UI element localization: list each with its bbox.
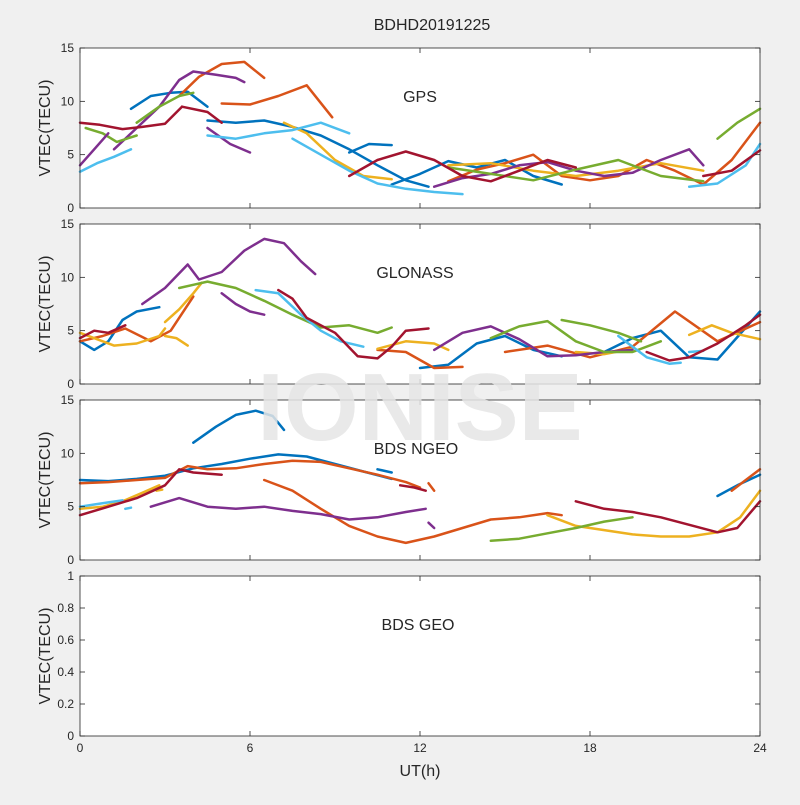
x-tick-label: 12 — [413, 741, 427, 755]
series-line — [177, 60, 266, 98]
series-line — [78, 468, 223, 517]
x-axis-label: UT(h) — [400, 763, 441, 780]
series-line — [427, 521, 436, 530]
series-line — [206, 126, 252, 154]
series-line — [262, 478, 563, 545]
series-line — [427, 481, 436, 492]
series-line — [398, 484, 427, 492]
y-axis-label: VTEC(TECU) — [37, 608, 54, 705]
x-tick-label: 6 — [247, 741, 254, 755]
plot-area — [80, 400, 760, 560]
series-line — [347, 150, 578, 183]
series-line — [163, 281, 204, 324]
series-line — [177, 280, 393, 335]
y-tick-label: 0.8 — [57, 601, 74, 615]
y-tick-label: 5 — [67, 148, 74, 162]
series-line — [702, 149, 762, 178]
y-tick-label: 0 — [67, 553, 74, 567]
series-line — [135, 91, 195, 124]
chart-panel: 0 5 10 15 VTEC(TECU) GPS — [37, 41, 762, 215]
series-line — [78, 499, 124, 508]
series-line — [112, 70, 246, 151]
series-line — [376, 348, 464, 370]
series-line — [192, 409, 286, 444]
figure-title: BDHD20191225 — [374, 17, 491, 34]
series-line — [617, 334, 682, 365]
y-tick-label: 5 — [67, 500, 74, 514]
y-tick-label: 15 — [61, 217, 75, 231]
x-tick-label: 0 — [77, 741, 84, 755]
series-line — [489, 319, 663, 354]
plot-area — [80, 48, 760, 208]
series-line — [84, 126, 138, 144]
watermark: IONISE — [257, 354, 582, 461]
y-tick-label: 15 — [61, 41, 75, 55]
series-line — [180, 105, 223, 124]
series-line — [447, 161, 705, 178]
y-axis-label: VTEC(TECU) — [37, 80, 54, 177]
x-tick-label: 18 — [583, 741, 597, 755]
series-line — [206, 119, 430, 188]
series-line — [645, 313, 762, 362]
series-line — [716, 107, 762, 140]
series-line — [78, 327, 167, 347]
y-tick-label: 15 — [61, 393, 75, 407]
x-tick-label: 24 — [753, 741, 767, 755]
series-line — [155, 488, 164, 492]
series-line — [687, 324, 762, 341]
series-line — [291, 137, 464, 196]
y-tick-label: 5 — [67, 324, 74, 338]
series-line — [149, 496, 427, 521]
chart-panel: 0 5 10 15 VTEC(TECU) GLONASS — [37, 217, 762, 391]
y-tick-label: 10 — [61, 446, 75, 460]
series-line — [546, 489, 762, 538]
series-line — [78, 324, 127, 340]
series-line — [78, 295, 195, 343]
series-line — [78, 105, 184, 131]
series-line — [277, 288, 430, 360]
y-tick-label: 1 — [67, 569, 74, 583]
chart-panel: 0 5 10 15 VTEC(TECU) BDS NGEO — [37, 393, 762, 567]
series-line — [489, 516, 634, 543]
series-line — [560, 318, 643, 343]
y-axis-label: VTEC(TECU) — [37, 256, 54, 353]
y-tick-label: 0.6 — [57, 633, 74, 647]
series-line — [730, 468, 762, 492]
y-tick-label: 0.2 — [57, 697, 74, 711]
series-line — [574, 500, 762, 534]
panel-label: GLONASS — [376, 265, 453, 282]
series-line — [282, 121, 393, 181]
series-line — [376, 468, 393, 474]
plot-area — [80, 576, 760, 736]
y-tick-label: 0 — [67, 729, 74, 743]
y-tick-label: 0 — [67, 377, 74, 391]
series-line — [602, 310, 762, 361]
series-line — [78, 459, 422, 489]
series-line — [220, 292, 266, 316]
panel-label: GPS — [403, 89, 437, 106]
series-line — [163, 334, 189, 347]
series-line — [141, 237, 317, 306]
y-axis-label: VTEC(TECU) — [37, 432, 54, 529]
series-line — [390, 158, 563, 186]
chart-panel: 0 6 12 18 24 0 0.2 0.4 0.6 0.8 1 VTEC(TECU) BDS GEO U… — [37, 569, 767, 780]
series-line — [206, 121, 351, 140]
y-tick-label: 10 — [61, 94, 75, 108]
y-tick-label: 10 — [61, 270, 75, 284]
series-line — [220, 84, 334, 119]
series-line — [432, 325, 634, 358]
series-line — [78, 132, 110, 167]
series-line — [124, 506, 133, 511]
panel-label: BDS GEO — [382, 617, 455, 634]
series-line — [447, 158, 705, 183]
panel-label: BDS NGEO — [374, 441, 458, 458]
series-line — [78, 148, 133, 173]
y-tick-label: 0.4 — [57, 665, 74, 679]
series-line — [347, 142, 393, 154]
y-tick-label: 0 — [67, 201, 74, 215]
